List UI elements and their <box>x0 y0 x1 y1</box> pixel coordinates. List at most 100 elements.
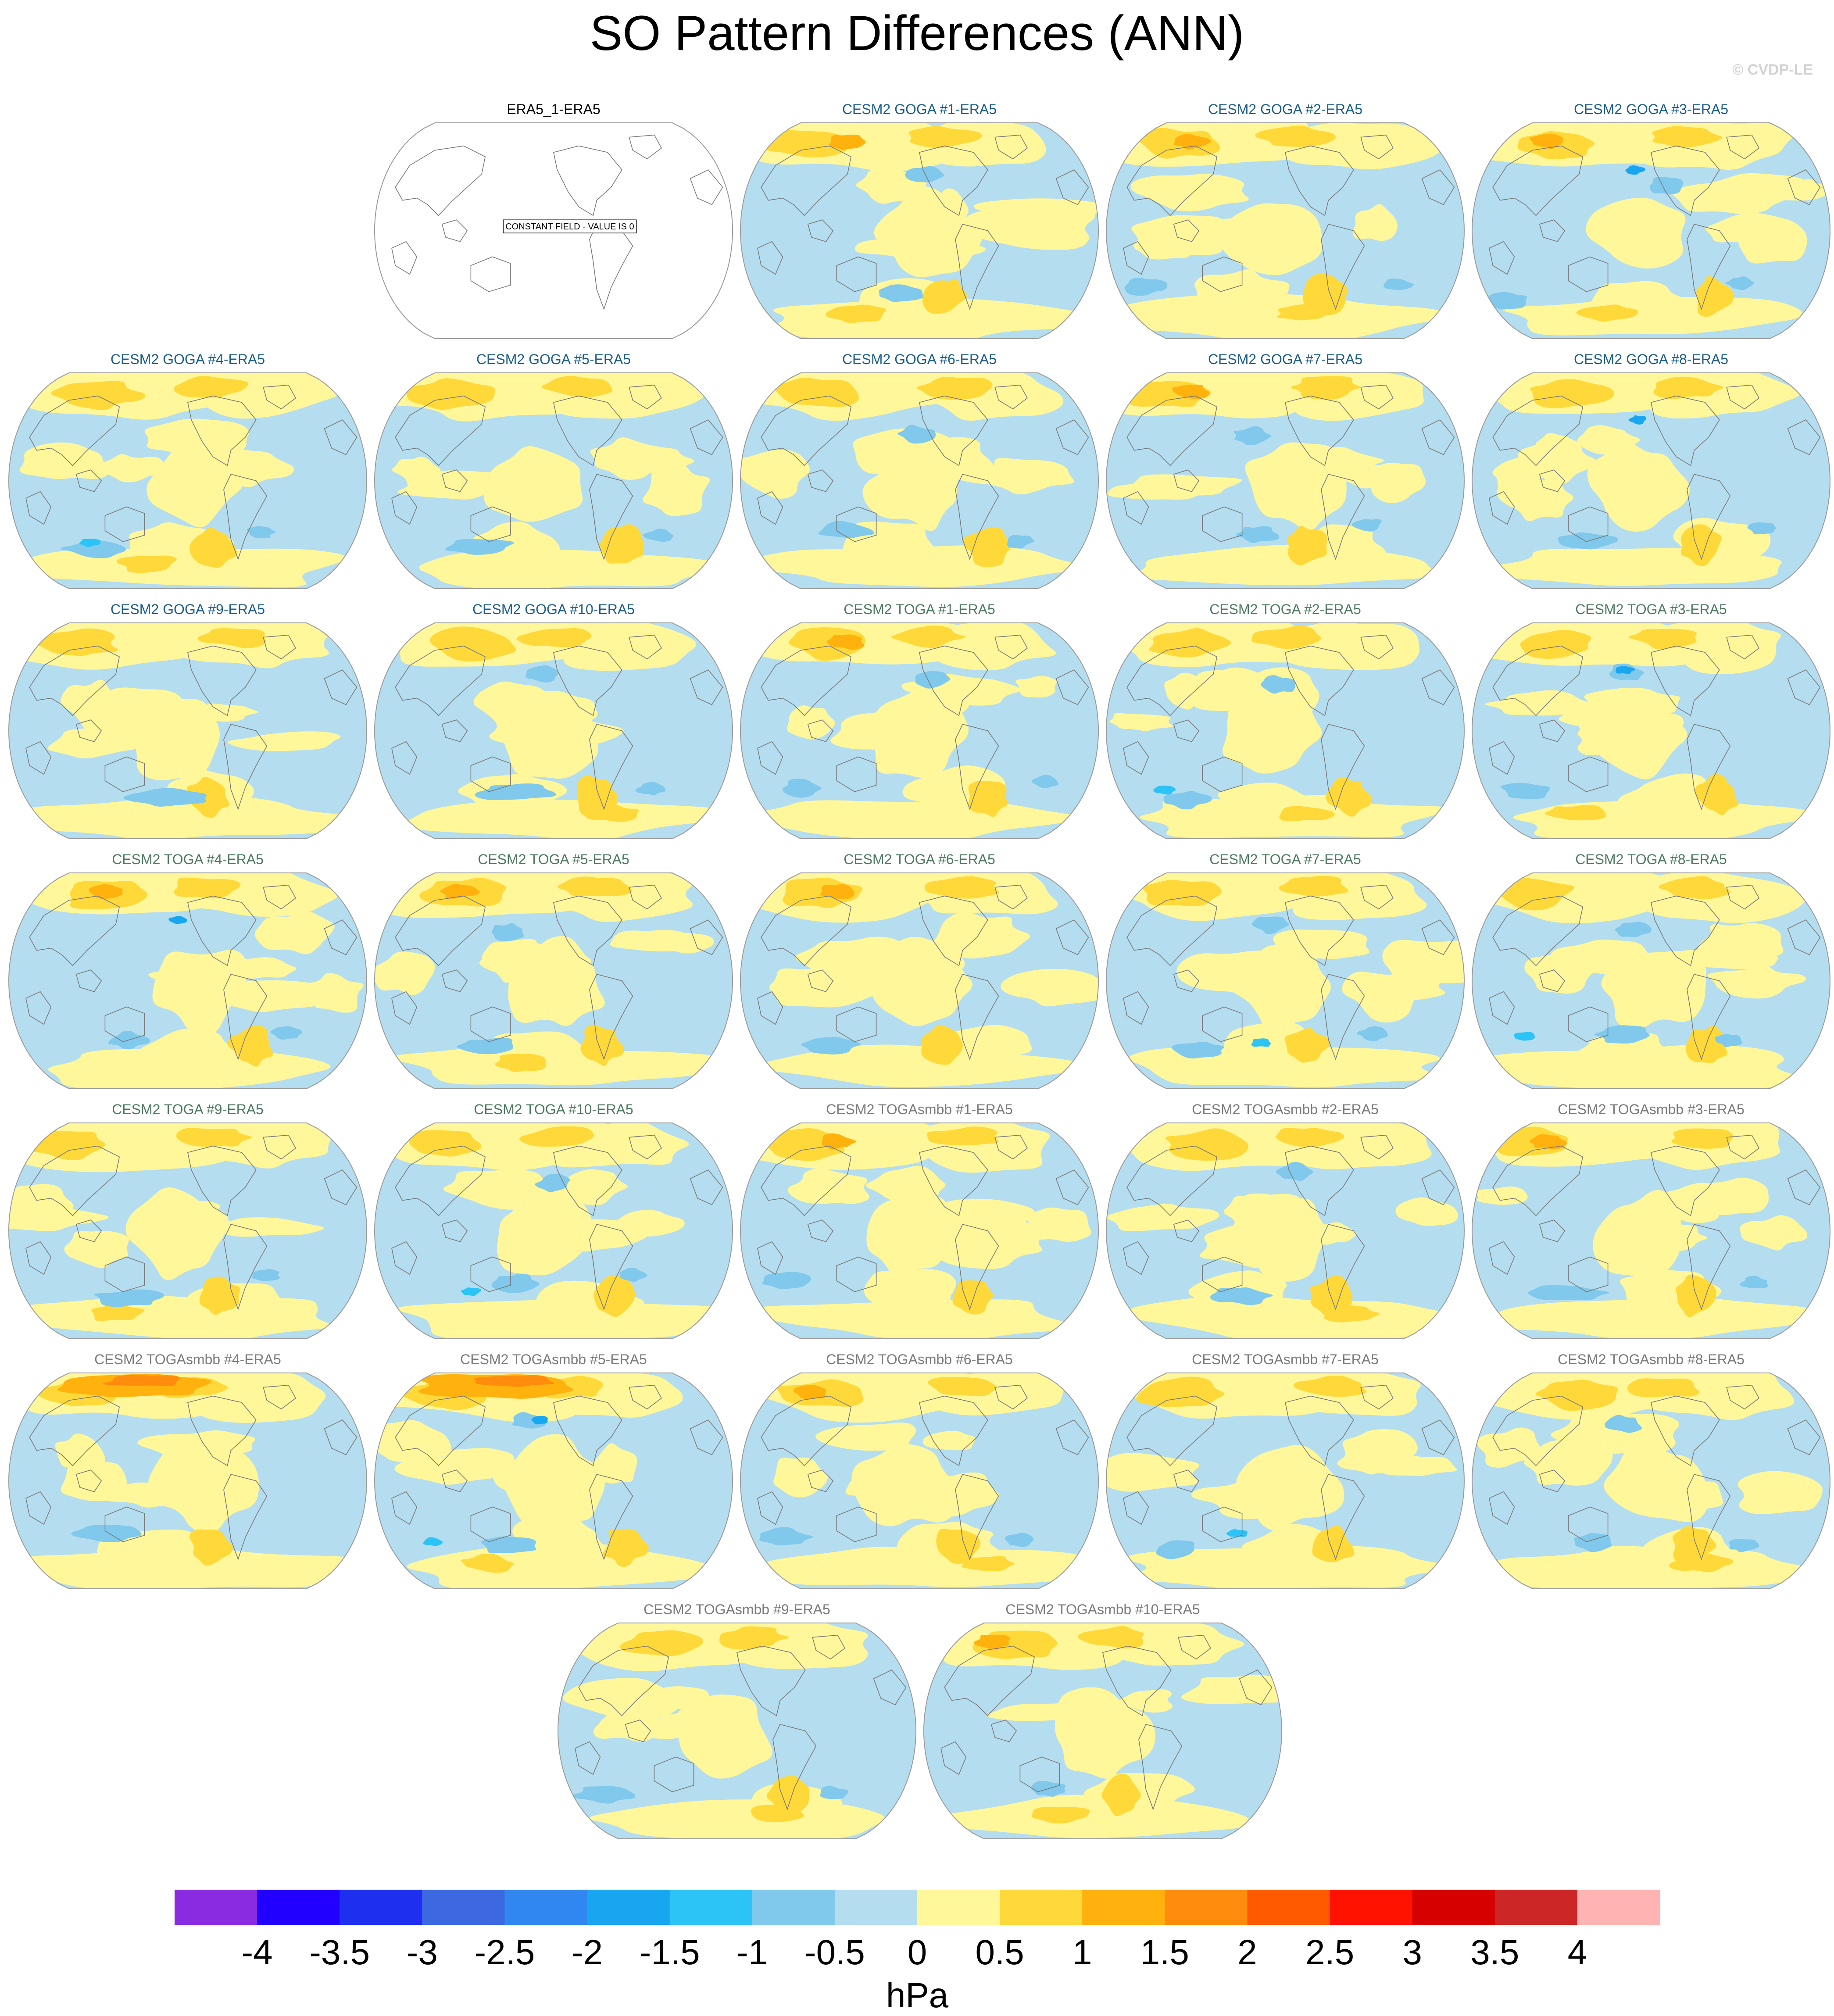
panel-title: CESM2 TOGAsmbb #7-ERA5 <box>1192 1351 1379 1367</box>
coastlines <box>391 134 723 311</box>
map-panel: ERA5_1-ERA5 CONSTANT FIELD - VALUE IS 0 <box>374 101 733 339</box>
panel-title: CESM2 TOGA #1-ERA5 <box>844 601 995 617</box>
map-panel: CESM2 TOGA #3-ERA5 <box>1471 601 1831 839</box>
panel-title: CESM2 TOGAsmbb #1-ERA5 <box>826 1101 1013 1117</box>
map-panel: CESM2 GOGA #3-ERA5 <box>1471 101 1831 339</box>
colorbar-tick-label: 4 <box>1568 1933 1587 1972</box>
panel-title: CESM2 GOGA #8-ERA5 <box>1574 351 1728 367</box>
pressure-field <box>1106 623 1464 839</box>
map-outline <box>8 622 368 839</box>
map-panel: CESM2 TOGAsmbb #3-ERA5 <box>1471 1101 1831 1339</box>
coastlines <box>1123 1384 1455 1561</box>
panel-title: CESM2 GOGA #6-ERA5 <box>842 351 997 367</box>
coastlines <box>757 1384 1089 1561</box>
map-outline <box>374 872 733 1089</box>
map-panel: CESM2 GOGA #7-ERA5 <box>1105 351 1465 589</box>
colorbar-tick-label: 3.5 <box>1470 1933 1519 1972</box>
pressure-field <box>740 1373 1098 1589</box>
colorbar-swatch <box>1000 1890 1083 1925</box>
map-outline <box>8 372 368 589</box>
pressure-field <box>375 623 733 839</box>
pressure-field <box>1106 123 1464 339</box>
panel-title: CESM2 TOGA #7-ERA5 <box>1209 851 1361 867</box>
panel-title: CESM2 GOGA #1-ERA5 <box>842 101 997 117</box>
colorbar-tick-label: -4 <box>242 1933 273 1972</box>
pressure-field <box>1472 623 1830 839</box>
pressure-field <box>1472 373 1830 589</box>
map-panel: CESM2 TOGAsmbb #5-ERA5 <box>374 1351 733 1589</box>
pressure-field <box>375 373 733 589</box>
map-outline <box>1471 1373 1831 1589</box>
panel-title: CESM2 GOGA #5-ERA5 <box>476 351 631 367</box>
coastlines <box>757 1134 1089 1311</box>
map-outline <box>1105 872 1465 1089</box>
map-panel: CESM2 TOGAsmbb #7-ERA5 <box>1105 1351 1465 1589</box>
panel-title: CESM2 TOGA #3-ERA5 <box>1575 601 1727 617</box>
panel-title: CESM2 TOGA #4-ERA5 <box>112 851 264 867</box>
coastlines <box>757 884 1089 1061</box>
panel-title: CESM2 TOGAsmbb #5-ERA5 <box>460 1351 647 1367</box>
colorbar-swatch <box>257 1890 340 1925</box>
pressure-field <box>740 873 1098 1089</box>
colorbar-tick-label: 2 <box>1237 1933 1257 1972</box>
map-outline <box>1471 1122 1831 1339</box>
colorbar-tick-label: -3 <box>407 1933 438 1972</box>
colorbar-swatch <box>175 1890 257 1925</box>
colorbar-swatch <box>504 1890 588 1925</box>
panel-title: CESM2 TOGA #10-ERA5 <box>474 1101 633 1117</box>
colorbar-tick-label: 2.5 <box>1305 1933 1354 1972</box>
pressure-field <box>375 873 733 1089</box>
coastlines <box>1489 1134 1821 1311</box>
map-panel: CESM2 GOGA #8-ERA5 <box>1471 351 1831 589</box>
map-outline <box>1471 872 1831 1089</box>
colorbar-tick-label: 0.5 <box>975 1933 1024 1972</box>
map-panel: CESM2 TOGAsmbb #6-ERA5 <box>740 1351 1099 1589</box>
map-outline <box>374 1373 733 1589</box>
map-outline <box>1471 122 1831 339</box>
map-panel: CESM2 TOGA #1-ERA5 <box>740 601 1099 839</box>
panel-title: CESM2 TOGA #9-ERA5 <box>112 1101 264 1117</box>
colorbar-swatch <box>340 1890 422 1925</box>
coastlines <box>391 384 723 561</box>
colorbar-swatch <box>917 1890 1000 1925</box>
watermark: © CVDP-LE <box>1732 61 1813 78</box>
coastlines <box>1489 884 1821 1061</box>
map-panel: CESM2 TOGAsmbb #8-ERA5 <box>1471 1351 1831 1589</box>
map-outline <box>1471 372 1831 589</box>
panel-title: CESM2 TOGAsmbb #4-ERA5 <box>94 1351 281 1367</box>
panel-title: CESM2 GOGA #4-ERA5 <box>111 351 265 367</box>
map-outline <box>374 1122 733 1339</box>
colorbar-swatch <box>752 1890 835 1925</box>
colorbar-tick-label: -3.5 <box>309 1933 370 1972</box>
pressure-field <box>924 1623 1282 1839</box>
map-panel: CESM2 GOGA #10-ERA5 <box>374 601 733 839</box>
panel-title: CESM2 TOGA #8-ERA5 <box>1575 851 1727 867</box>
colorbar-tick-label: -2.5 <box>474 1933 535 1972</box>
colorbar-units: hPa <box>886 1976 949 2015</box>
map-outline <box>740 1122 1099 1339</box>
map-outline <box>374 372 733 589</box>
colorbar-tick-label: 1.5 <box>1140 1933 1189 1972</box>
panel-title: CESM2 GOGA #3-ERA5 <box>1574 101 1728 117</box>
coastlines <box>757 634 1089 811</box>
map-outline <box>740 122 1099 339</box>
map-outline <box>8 1122 368 1339</box>
colorbar-tick-label: -0.5 <box>804 1933 865 1972</box>
pressure-field <box>9 1123 367 1339</box>
map-outline <box>1105 1373 1465 1589</box>
panel-title: CESM2 TOGA #2-ERA5 <box>1209 601 1361 617</box>
map-panel: CESM2 GOGA #6-ERA5 <box>740 351 1099 589</box>
coastlines <box>1123 884 1455 1061</box>
pressure-field <box>1472 1123 1830 1339</box>
map-outline <box>740 622 1099 839</box>
map-panel: CESM2 GOGA #4-ERA5 <box>8 351 368 589</box>
map-outline <box>374 622 733 839</box>
map-outline <box>1105 1122 1465 1339</box>
colorbar-swatch <box>1330 1890 1413 1925</box>
pressure-field <box>375 1373 733 1589</box>
coastlines <box>25 884 358 1061</box>
coastlines <box>1489 1384 1821 1561</box>
coastlines <box>25 384 358 561</box>
coastlines <box>25 634 358 811</box>
constant-field-text: CONSTANT FIELD - VALUE IS 0 <box>505 222 634 232</box>
